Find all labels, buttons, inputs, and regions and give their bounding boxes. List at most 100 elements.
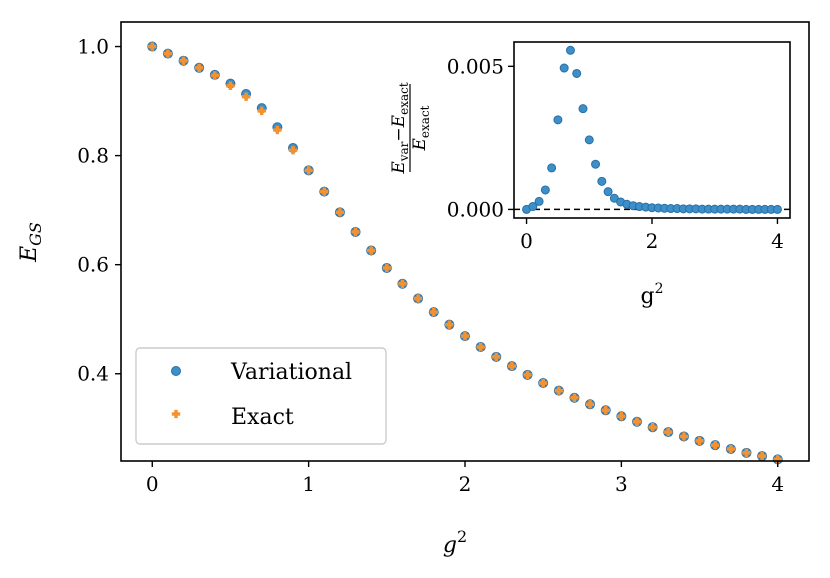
exact-point [476,342,485,352]
main-x-axis-label-base: g [443,533,457,558]
exact-point-v [275,125,280,135]
legend: Variational Exact [135,347,387,445]
exact-point [273,125,282,135]
inset-x-tick-label: 2 [646,229,659,253]
exact-point-v [557,386,561,395]
exact-point-v [510,361,514,371]
inset-error-point [547,163,557,173]
main-x-tick-label: 1 [302,472,315,496]
exact-point-v [150,42,154,51]
inset-error-point [528,202,538,212]
inset-y-tick-label: 0.005 [447,54,504,78]
inset-y-label-denominator: Eexact [410,105,432,151]
inset-error-point [565,45,575,55]
exact-point-v [306,166,311,175]
main-x-tick-label: 3 [615,472,628,496]
exact-point-v [353,227,358,237]
exact-point-v [432,307,436,317]
exact-point-v [729,444,733,454]
exact-point-v [338,208,342,217]
main-y-axis-label-subscript: GS [26,222,45,246]
inset-error-point [540,185,550,195]
exact-point [523,370,532,380]
inset-error-point [534,196,544,206]
exact-point [492,352,501,362]
exact-point-v [635,417,639,426]
exact-point-v [385,263,389,273]
exact-point-v [666,427,670,437]
exact-point-v [260,106,264,116]
exact-point-v [400,279,405,288]
exact-point-v [588,400,592,409]
exact-point [241,92,251,101]
exact-point-v [713,440,717,450]
exact-point [398,279,407,288]
exact-point [773,455,782,464]
inset-error-point [591,159,601,169]
exact-point [257,106,266,116]
exact-point [366,246,376,255]
exact-point-v [166,49,170,58]
main-x-tick-label: 0 [146,472,159,496]
inset-y-ticks: 0.000 0.005 [447,54,514,221]
inset-background [514,42,790,218]
main-y-tick-label: 0.6 [77,253,109,277]
inset-x-axis-label: g2 [640,281,663,309]
exact-point-v [604,406,608,415]
exact-point-v [760,451,764,461]
exact-point [757,451,767,461]
exact-point [507,361,517,371]
main-x-tick-label: 4 [771,472,784,496]
inset-y-label-num-exact: exact [397,82,411,115]
legend-box [135,347,387,445]
exact-point [351,227,360,237]
exact-point [148,42,157,51]
exact-point [617,412,626,421]
exact-point-v [228,81,233,91]
legend-exact-plus [171,409,181,419]
legend-exact-plus-v [174,409,178,419]
exact-point-v [682,432,686,441]
main-y-tick-label: 1.0 [77,35,109,59]
exact-point [179,56,188,65]
exact-point [554,386,564,395]
exact-point-v [697,436,702,446]
exact-point-v [619,412,624,421]
exact-point [163,49,173,58]
exact-point-v [463,331,467,341]
exact-point [726,444,736,454]
exact-point-v [541,378,545,388]
main-x-ticks: 0 1 2 3 4 [146,461,784,496]
inset-y-label-num-e1: E [389,161,409,175]
exact-point-v [291,145,295,155]
exact-point [382,263,392,273]
inset-x-axis-label-base: g [640,284,654,309]
inset-error-point [603,187,613,197]
exact-point [695,436,704,446]
inset-x-tick-label: 0 [520,229,533,253]
exact-point-v [416,294,420,303]
inset-x-ticks: 0 2 4 [520,218,784,253]
inset-error-point [597,176,607,186]
inset-points-group [522,45,782,214]
inset-y-label-den-e: E [410,138,430,152]
exact-point-v [650,422,655,432]
exact-point [445,320,454,329]
main-x-axis-label-superscript: 2 [457,527,467,546]
inset-error-point [584,135,594,145]
exact-point-v [572,393,577,402]
legend-exact-label: Exact [231,405,294,430]
exact-point [210,71,220,80]
exact-point [460,331,470,341]
exact-point-v [494,352,498,362]
inset-y-label-minus: − [389,127,409,141]
main-y-ticks: 0.4 0.6 0.8 1.0 [77,35,121,386]
exact-point [226,81,235,91]
exact-point [413,294,423,303]
main-points-group [147,41,783,465]
inset-x-axis-label-superscript: 2 [655,281,664,297]
inset-y-label-numerator: Evar−Eexact [389,82,411,175]
legend-variational-marker [171,366,181,376]
exact-point [304,166,313,175]
